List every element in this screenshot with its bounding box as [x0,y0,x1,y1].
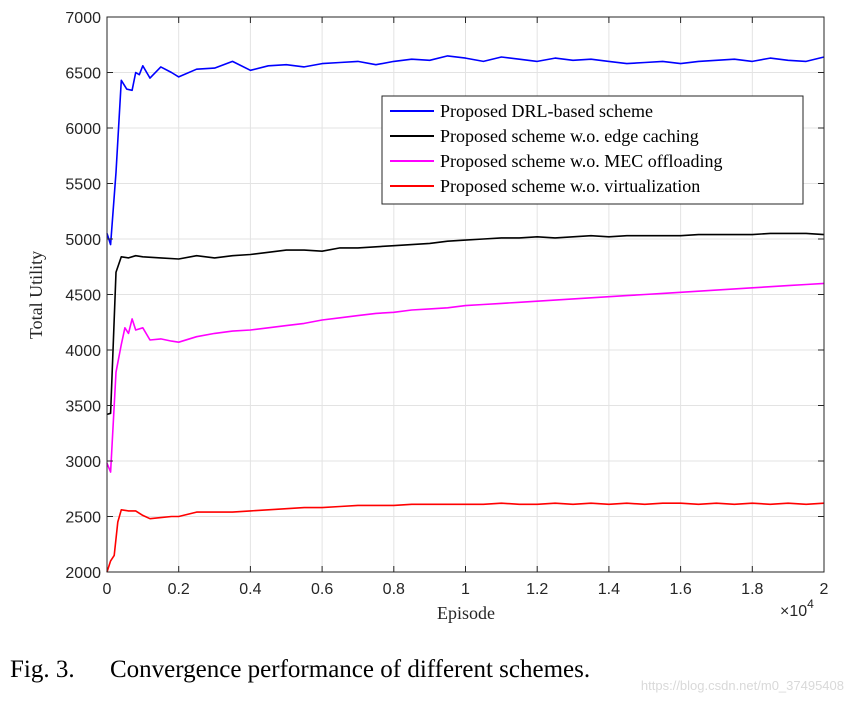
series-lines [106,55,825,573]
x-tick-label: 1.2 [526,581,548,598]
x-tick-label: 1.8 [741,581,763,598]
legend-entry: Proposed scheme w.o. MEC offloading [440,151,722,171]
y-tick-label: 4500 [65,288,101,305]
legend-entry: Proposed DRL-based scheme [440,101,653,121]
x-axis-label: Episode [437,603,495,623]
y-tick-label: 5000 [65,232,101,249]
x-tick-label: 0.4 [239,581,261,598]
axes-box [106,16,825,573]
caption-label: Fig. 3. [10,656,75,683]
series-line-2 [106,232,825,416]
legend-entry: Proposed scheme w.o. virtualization [440,176,700,196]
x-tick-label: 1.4 [598,581,620,598]
y-tick-label: 2500 [65,510,101,527]
tick-labels: 0 0.2 0.4 0.6 0.8 1 1.2 1.4 1.6 1.8 2 2000 2500 3000 3… [65,10,828,598]
y-tick-label: 6000 [65,121,101,138]
x-tick-label: 1.6 [669,581,691,598]
y-axis-label: Total Utility [26,251,46,339]
x-tick-label: 0.6 [311,581,333,598]
x-axis-multiplier-exponent: 4 [807,597,814,611]
y-tick-label: 5500 [65,177,101,194]
x-tick-label: 0.2 [168,581,190,598]
y-tick-label: 2000 [65,565,101,582]
x-tick-label: 1 [461,581,470,598]
series-line-3 [106,282,825,473]
x-axis-multiplier-base: ×10 [780,603,807,620]
y-tick-label: 4000 [65,343,101,360]
y-tick-label: 7000 [65,10,101,27]
y-tick-label: 3000 [65,454,101,471]
legend: Proposed DRL-based scheme Proposed scheme… [381,95,804,205]
x-tick-label: 0.8 [383,581,405,598]
y-tick-label: 6500 [65,66,101,83]
x-tick-label: 0 [103,581,112,598]
x-axis-multiplier: ×104 [780,597,814,620]
x-tick-label: 2 [820,581,829,598]
legend-box [381,95,804,205]
axes [106,16,825,573]
caption-text: Convergence performance of different sch… [110,656,591,683]
figure-caption: Fig. 3. Convergence performance of differ… [10,656,590,684]
legend-entry: Proposed scheme w.o. edge caching [440,126,699,146]
series-line-4 [106,502,825,573]
watermark: https://blog.csdn.net/m0_37495408 [640,678,844,693]
series-line-1 [106,55,825,246]
y-tick-label: 3500 [65,399,101,416]
